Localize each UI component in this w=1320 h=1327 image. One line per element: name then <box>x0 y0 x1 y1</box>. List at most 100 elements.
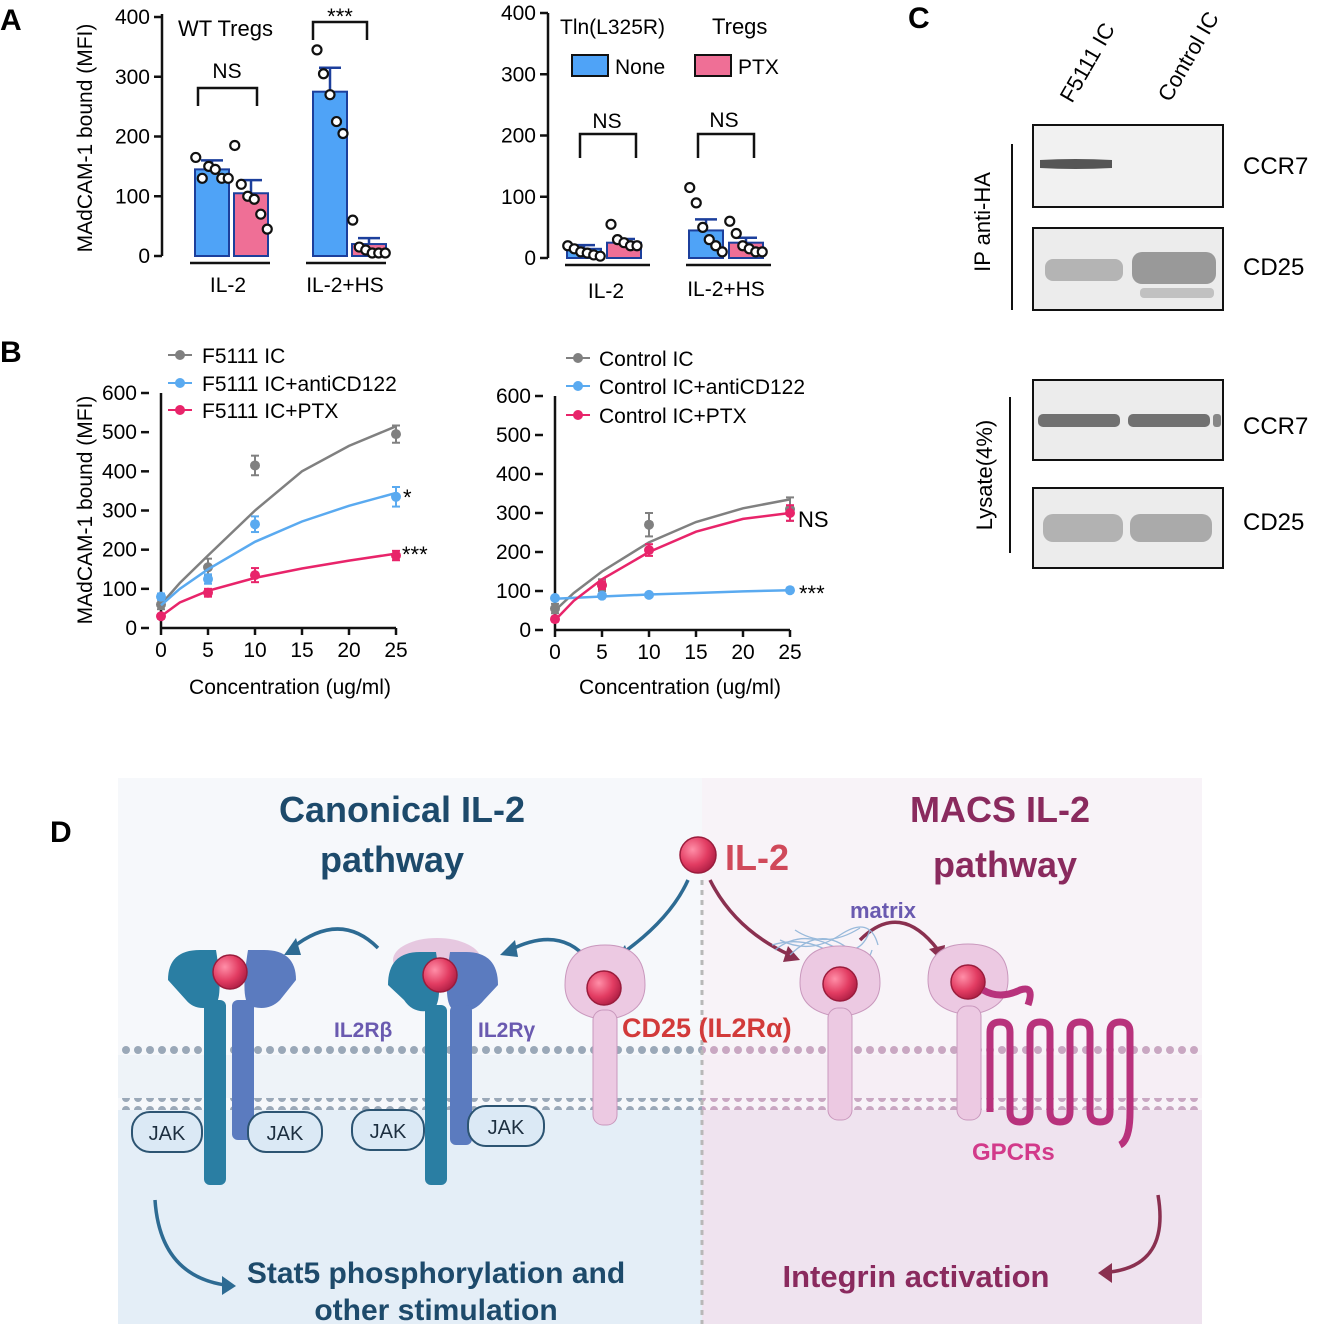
data-point <box>209 163 221 175</box>
y-tick-label: 0 <box>524 247 536 270</box>
stat5-text-line2: other stimulation <box>314 1294 557 1327</box>
chart-a1-category-il2hs: IL-2+HS <box>306 274 384 297</box>
chart-a-tln-tregs: Tln(L325R) Tregs None PTX IL-2 IL-2+HS N… <box>501 2 779 303</box>
cd25-receptor-canonical <box>564 944 646 1126</box>
data-point <box>690 197 702 209</box>
arrow-il2-to-cd25 <box>618 879 690 957</box>
legend-b2-dot-3 <box>573 410 583 420</box>
il2-ligand-icon <box>679 836 717 874</box>
jak-box-2: JAK <box>247 1111 323 1153</box>
panel-letter-a: A <box>0 4 22 37</box>
blot-lane-label-f5111: F5111 IC <box>1055 18 1120 106</box>
legend-label-none: None <box>615 56 665 79</box>
chart-b1-legend: F5111 IC F5111 IC+antiCD122 F5111 IC+PTX <box>168 345 397 423</box>
data-point <box>203 587 213 598</box>
chart-b1-xlabel: Concentration (ug/ml) <box>189 676 391 699</box>
jak-label-2: JAK <box>267 1123 304 1145</box>
macs-title-line1: MACS IL-2 <box>910 789 1090 830</box>
data-point <box>605 218 617 230</box>
x-tick-label: 10 <box>243 639 266 662</box>
chart-a2-annotation-1: NS <box>592 110 621 133</box>
legend-swatch-none <box>571 54 609 77</box>
chart-a1-bracket-ns <box>196 86 259 106</box>
membrane-inner-left <box>118 1098 702 1110</box>
cd25-receptor-macs-1 <box>799 945 881 1121</box>
legend-b2-label-2: Control IC+antiCD122 <box>599 376 805 399</box>
data-point <box>156 611 166 622</box>
canonical-title-line1: Canonical IL-2 <box>279 789 525 830</box>
membrane-inner-right <box>702 1098 1202 1110</box>
data-point <box>261 223 273 235</box>
blot-band-label-ip-cd25: CD25 <box>1243 254 1304 281</box>
blot-group-label-lysate: Lysate(4%) <box>972 420 997 530</box>
blot-band-label-lysate-ccr7: CCR7 <box>1243 413 1308 440</box>
data-point <box>196 172 208 184</box>
x-tick-label: 0 <box>155 639 167 662</box>
data-point <box>250 460 260 471</box>
blot-group-label-ip: IP anti-HA <box>970 172 995 272</box>
legend-b1-label-2: F5111 IC+antiCD122 <box>202 373 397 396</box>
canonical-title-line2: pathway <box>320 839 464 880</box>
data-point <box>716 246 728 258</box>
chart-b2-annotation-1: NS <box>798 507 829 532</box>
chart-a2-title: Tln(L325R) <box>560 16 665 39</box>
jak-label-4: JAK <box>488 1117 525 1139</box>
data-point <box>222 172 234 184</box>
x-tick-label: 20 <box>337 639 360 662</box>
x-tick-label: 15 <box>290 639 313 662</box>
y-tick-label: 300 <box>501 63 536 86</box>
blot-band-ip-cd25-a <box>1045 259 1123 281</box>
data-point <box>730 227 742 240</box>
chart-a1-title: WT Tregs <box>178 16 273 41</box>
y-tick-label: 0 <box>125 617 137 640</box>
data-point <box>255 208 267 220</box>
arrow-stat5 <box>153 1199 226 1287</box>
jak-box-1: JAK <box>131 1111 203 1153</box>
il2-bound-icon-1 <box>212 954 248 990</box>
series-fit-line <box>160 425 397 606</box>
data-point <box>631 240 643 252</box>
data-point <box>324 89 336 101</box>
y-tick-label: 0 <box>519 619 531 642</box>
blot-band-lysate-cd25-b <box>1130 514 1212 542</box>
data-point <box>684 181 696 194</box>
series-fit-line <box>160 491 397 607</box>
legend-label-ptx: PTX <box>738 56 779 79</box>
data-point <box>710 240 722 252</box>
il2-bound-icon-3 <box>586 970 622 1006</box>
chart-a1-ylabel: MAdCAM-1 bound (MFI) <box>74 24 97 253</box>
chart-b-f5111: MAdCAM-1 bound (MFI) Concentration (ug/m… <box>74 345 428 699</box>
x-tick-label: 20 <box>731 641 754 664</box>
data-point <box>229 139 241 152</box>
blot-lane-label-control: Control IC <box>1153 7 1224 105</box>
data-point <box>644 545 654 556</box>
data-point <box>330 115 343 128</box>
chart-a2-bracket-1 <box>578 132 638 158</box>
il2-bound-icon-5 <box>950 964 986 1000</box>
arrowhead-integrin <box>1098 1263 1112 1283</box>
x-tick-label: 5 <box>202 639 214 662</box>
chart-a2-title-tregs: Tregs <box>712 14 767 39</box>
x-tick-label: 15 <box>684 641 707 664</box>
data-point <box>644 589 654 600</box>
jak-label-3: JAK <box>370 1121 407 1143</box>
data-point <box>391 429 401 440</box>
blot-band-ip-cd25-c <box>1140 288 1214 298</box>
arrowhead-stat5 <box>222 1276 236 1295</box>
arrow-integrin <box>1109 1194 1162 1274</box>
series-fit-line <box>554 511 791 622</box>
x-tick-label: 5 <box>596 641 608 664</box>
data-point <box>379 247 391 259</box>
legend-swatch-ptx <box>694 54 732 77</box>
y-tick-label: 500 <box>102 421 137 444</box>
arrow-trimer-to-dimer <box>290 927 380 950</box>
data-point <box>703 234 715 246</box>
data-point <box>550 603 560 614</box>
chart-a-wt-tregs: MAdCAM-1 bound (MFI) WT Tregs IL-2 IL-2+… <box>74 4 391 297</box>
y-tick-label: 500 <box>496 424 531 447</box>
data-point <box>248 193 260 205</box>
data-point <box>597 590 607 601</box>
y-tick-label: 600 <box>102 382 137 405</box>
data-point <box>550 614 560 625</box>
y-tick-label: 200 <box>501 125 536 148</box>
